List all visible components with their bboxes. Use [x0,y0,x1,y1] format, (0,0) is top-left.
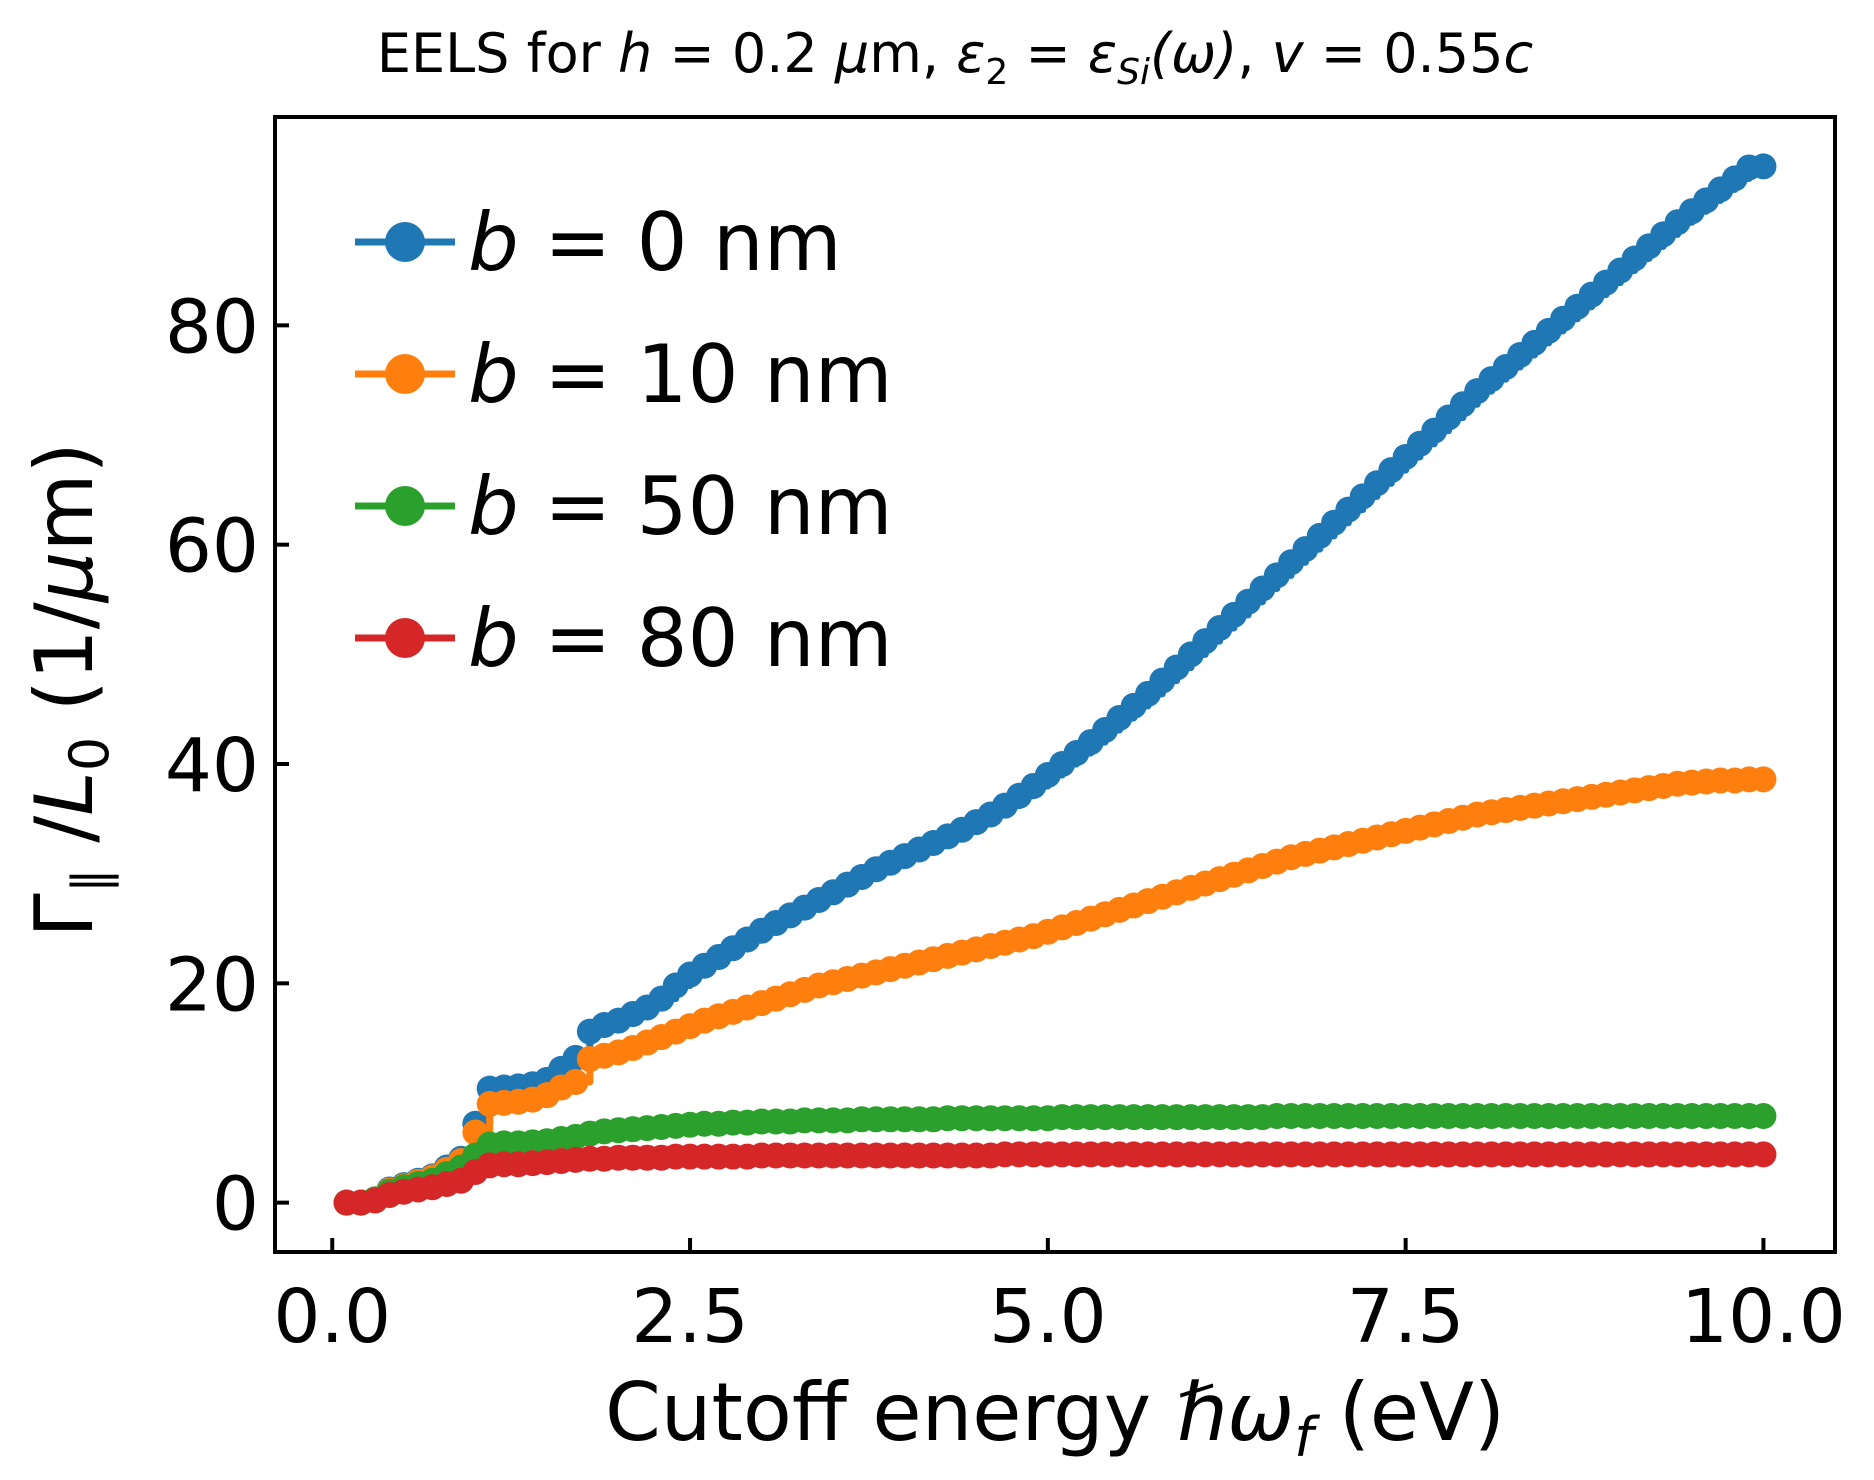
data-point [562,1069,589,1096]
y-tick-label: 60 [165,504,259,590]
x-tick-label: 2.5 [631,1274,749,1360]
data-point [1750,153,1777,180]
series-3 [333,1141,1777,1216]
y-tick-label: 0 [212,1162,259,1248]
x-tick-label: 7.5 [1347,1274,1465,1360]
x-tick-label: 5.0 [989,1274,1107,1360]
data-point [1750,766,1777,793]
legend-marker [385,354,425,394]
x-axis-label: Cutoff energy ℏωf (eV) [605,1366,1505,1469]
legend-label: b = 80 nm [468,592,893,685]
y-tick-label: 80 [165,284,259,370]
x-tick-label: 0.0 [273,1274,391,1360]
legend-label: b = 10 nm [468,328,893,421]
series-layer [333,153,1777,1216]
legend-marker [385,222,425,262]
legend-item-0: b = 0 nm [355,196,842,289]
legend-item-2: b = 50 nm [355,460,893,553]
y-tick-label: 20 [165,942,259,1028]
y-axis-label: Γ∥ /L0 (1/μm) [18,442,121,937]
chart-title: EELS for h = 0.2 μm, ε2 = εSi(ω), v = 0.… [377,22,1533,93]
x-ticks: 0.0 2.5 5.0 7.5 10.0 [273,1238,1846,1360]
legend-label: b = 50 nm [468,460,893,553]
plot-frame [273,115,1837,1254]
x-tick-label: 10.0 [1681,1274,1846,1360]
legend-marker [385,618,425,658]
legend-label: b = 0 nm [468,196,842,289]
legend: b = 0 nm b = 10 nm b = 50 nm b = 80 nm [355,196,893,685]
y-ticks: 0 20 40 60 80 [165,284,289,1248]
legend-item-1: b = 10 nm [355,328,893,421]
legend-item-3: b = 80 nm [355,592,893,685]
legend-marker [385,486,425,526]
y-tick-label: 40 [165,723,259,809]
data-point [1750,1141,1777,1168]
data-point [1750,1103,1777,1130]
